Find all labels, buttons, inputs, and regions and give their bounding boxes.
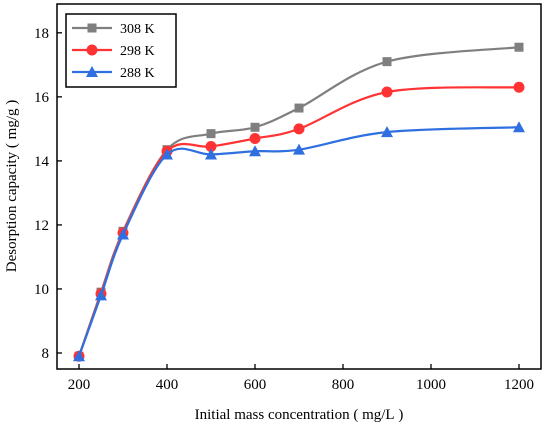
legend: 308 K 298 K 288 K bbox=[65, 13, 177, 88]
legend-item-308k: 308 K bbox=[72, 22, 155, 37]
y-tick-label: 16 bbox=[34, 90, 50, 106]
series-line-308k bbox=[77, 46, 520, 357]
legend-marker-288k bbox=[86, 66, 98, 77]
data-point-288k bbox=[161, 148, 173, 160]
legend-item-288k: 288 K bbox=[72, 66, 155, 81]
data-point-288k bbox=[205, 148, 217, 160]
plot-frame bbox=[56, 3, 542, 370]
x-axis-label: Initial mass concentration ( mg/L ) bbox=[195, 407, 404, 423]
series-layer bbox=[73, 42, 525, 362]
data-point-288k bbox=[73, 350, 85, 362]
data-point-308k bbox=[250, 122, 260, 132]
data-point-308k bbox=[382, 57, 392, 67]
data-point-288k bbox=[117, 228, 129, 240]
legend-marker-308k bbox=[87, 23, 97, 33]
data-point-288k bbox=[513, 121, 525, 133]
legend-label-298k: 298 K bbox=[120, 44, 155, 59]
tick-layer: 200 400 600 800 1000 1200 8 10 12 14 16 18 bbox=[34, 26, 534, 393]
legend-item-298k: 298 K bbox=[72, 44, 155, 59]
x-tick-label: 200 bbox=[68, 377, 91, 393]
data-point-308k bbox=[294, 103, 304, 113]
x-tick-label: 400 bbox=[156, 377, 179, 393]
x-tick-label: 1200 bbox=[504, 377, 534, 393]
data-point-298k bbox=[513, 81, 525, 93]
series-308k bbox=[74, 42, 524, 361]
y-tick-label: 12 bbox=[34, 218, 49, 234]
legend-marker-298k bbox=[86, 44, 98, 56]
legend-label-288k: 288 K bbox=[120, 66, 155, 81]
series-line-288k bbox=[77, 126, 520, 357]
data-point-288k bbox=[249, 145, 261, 157]
data-point-308k bbox=[514, 42, 524, 52]
data-point-298k bbox=[249, 132, 261, 144]
data-point-288k bbox=[293, 143, 305, 155]
data-point-308k bbox=[206, 129, 216, 139]
y-tick-label: 18 bbox=[34, 26, 49, 42]
x-tick-label: 1000 bbox=[416, 377, 446, 393]
data-point-298k bbox=[381, 86, 393, 98]
data-point-298k bbox=[293, 123, 305, 135]
data-point-288k bbox=[95, 289, 107, 301]
data-point-298k bbox=[205, 140, 217, 152]
y-tick-label: 8 bbox=[42, 346, 50, 362]
y-tick-label: 14 bbox=[34, 154, 50, 170]
series-298k bbox=[73, 81, 525, 362]
legend-label-308k: 308 K bbox=[120, 22, 155, 37]
x-tick-label: 800 bbox=[332, 377, 355, 393]
x-tick-label: 600 bbox=[244, 377, 267, 393]
data-point-288k bbox=[381, 126, 393, 138]
y-tick-label: 10 bbox=[34, 282, 49, 298]
series-288k bbox=[73, 121, 525, 362]
y-axis-label: Desorption capacity ( mg/g ) bbox=[4, 100, 20, 272]
